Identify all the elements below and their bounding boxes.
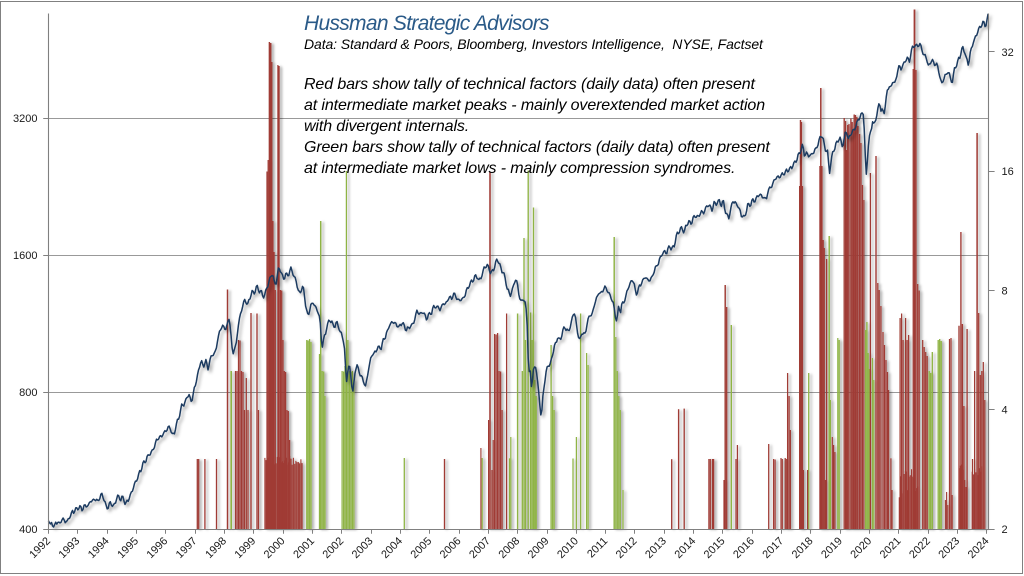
svg-text:3200: 3200 bbox=[13, 113, 37, 125]
svg-text:2: 2 bbox=[1002, 524, 1008, 536]
svg-text:1600: 1600 bbox=[13, 250, 37, 262]
svg-text:32: 32 bbox=[1002, 47, 1014, 59]
svg-text:16: 16 bbox=[1002, 166, 1014, 178]
svg-text:8: 8 bbox=[1002, 285, 1008, 297]
svg-text:800: 800 bbox=[19, 387, 37, 399]
svg-text:4: 4 bbox=[1002, 405, 1008, 417]
svg-text:400: 400 bbox=[19, 524, 37, 536]
